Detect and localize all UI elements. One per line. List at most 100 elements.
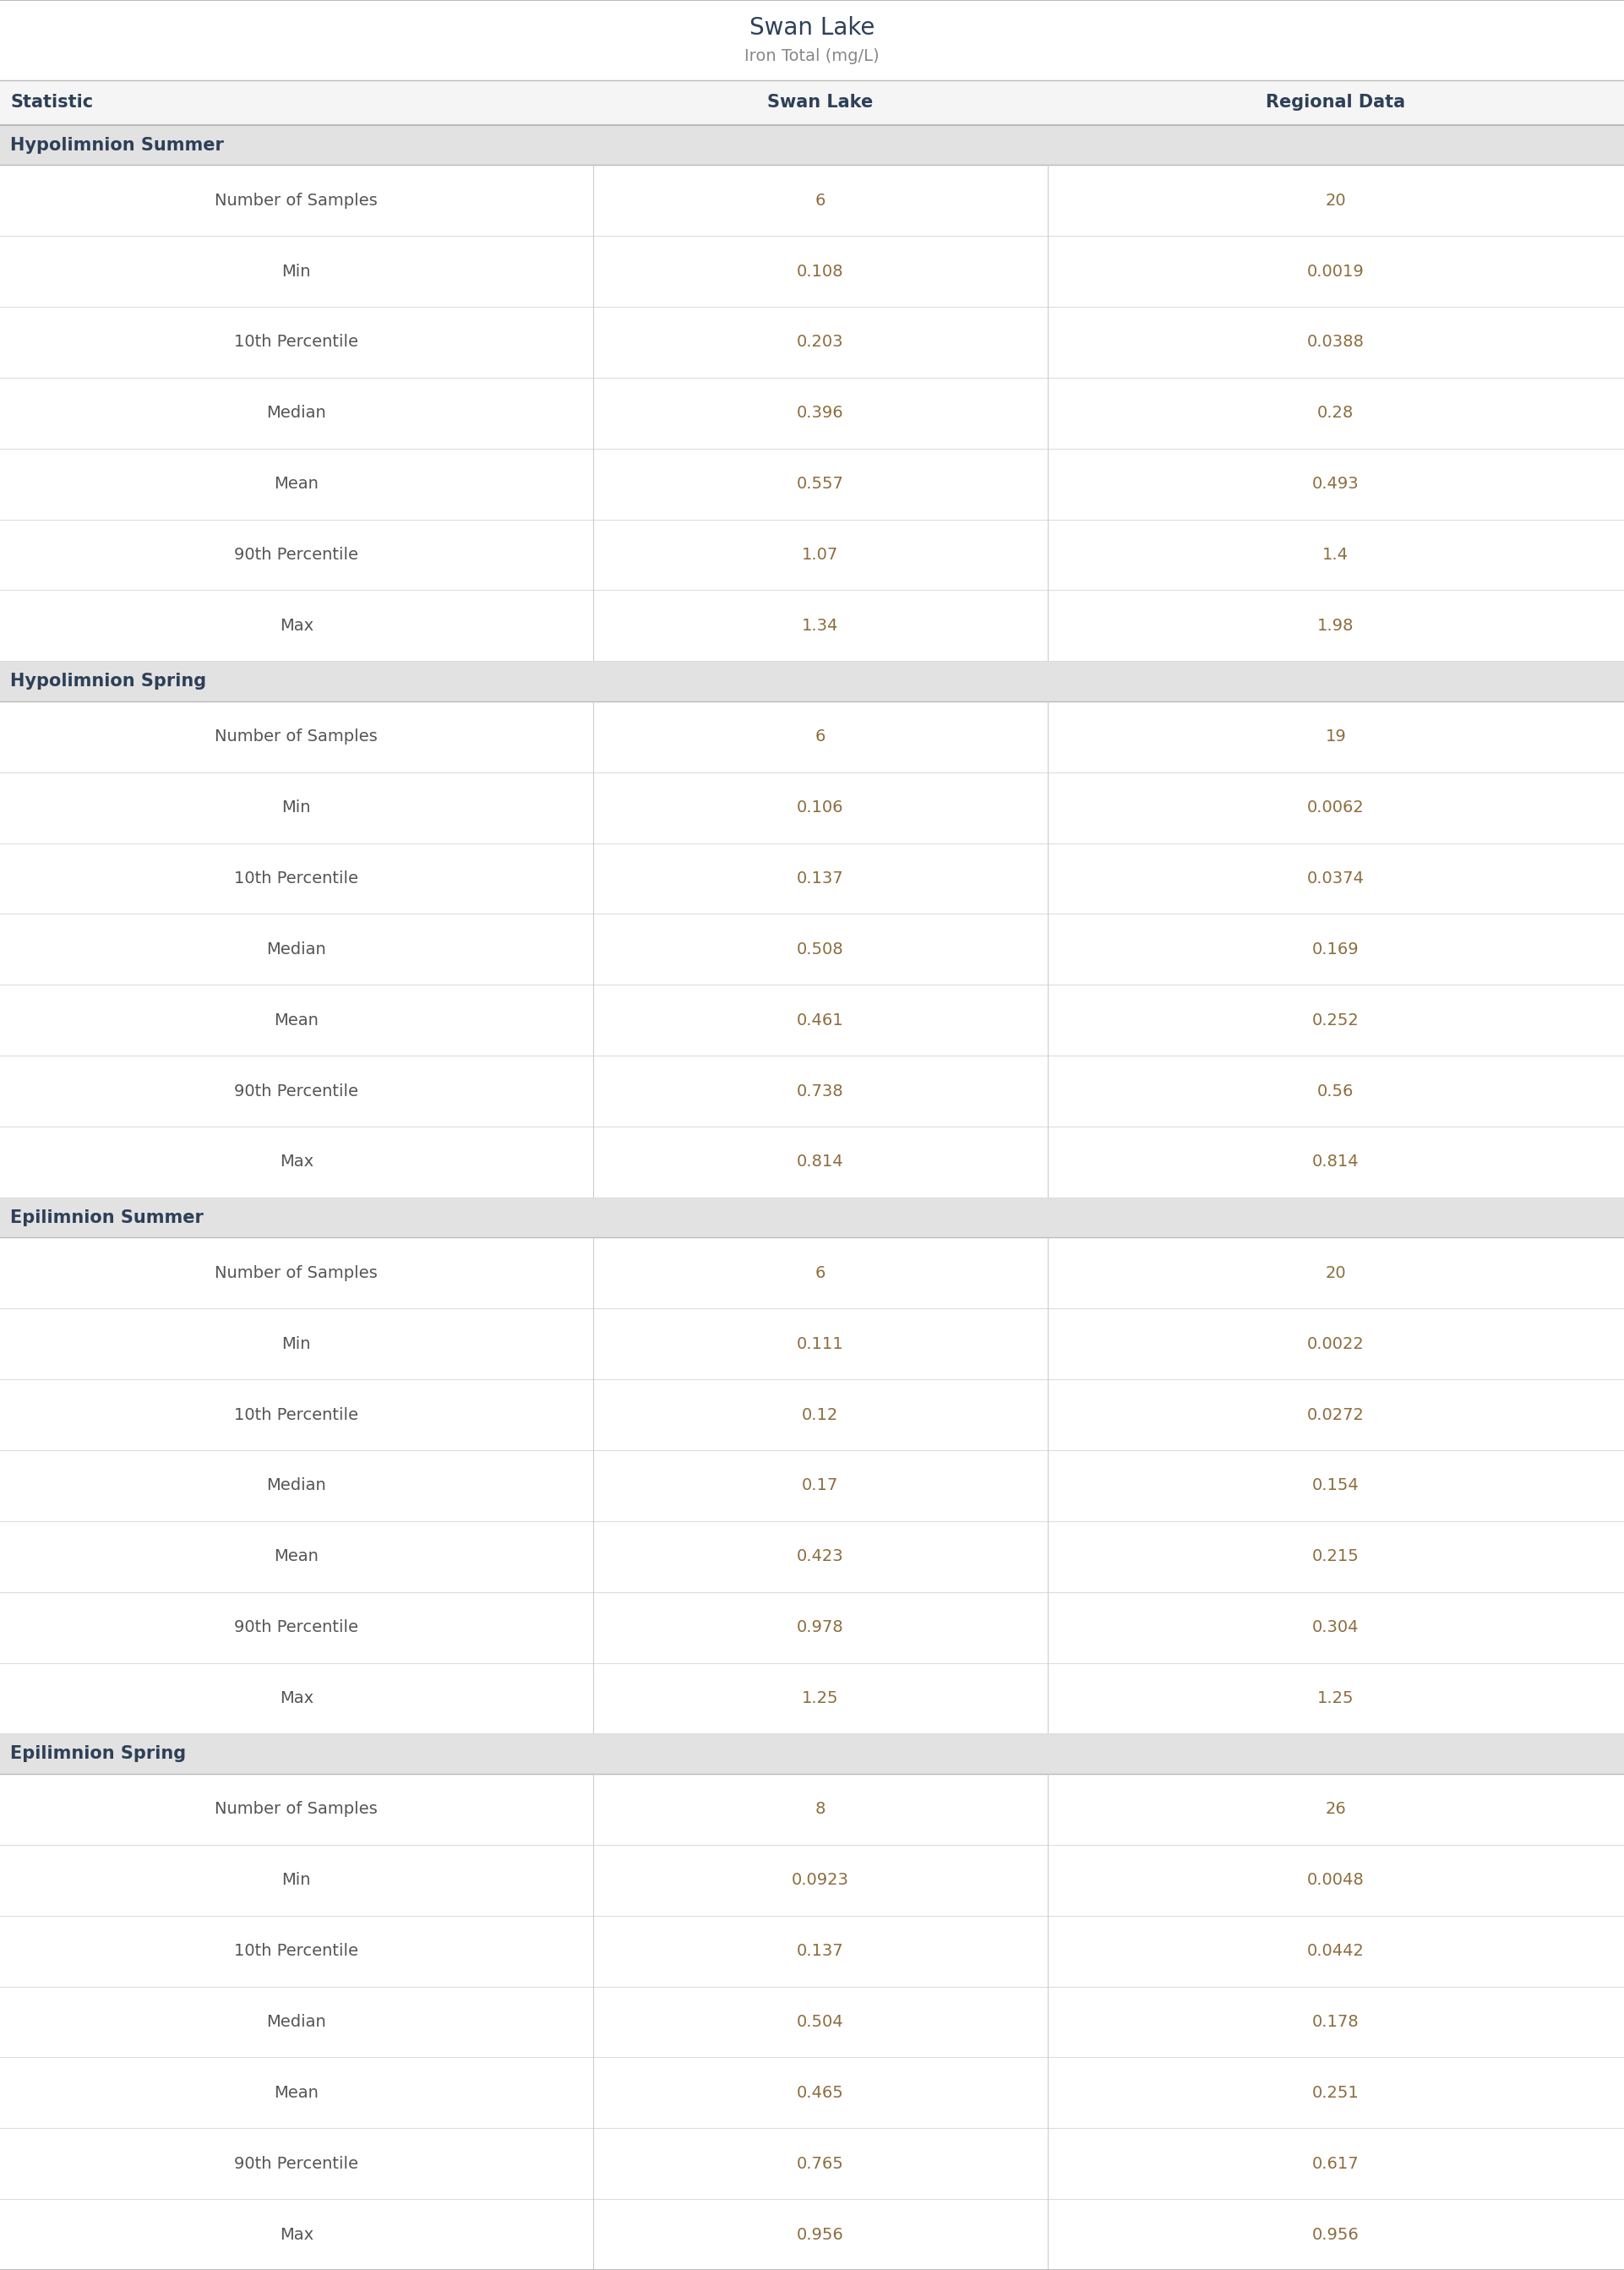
- Text: 20: 20: [1325, 193, 1346, 209]
- Text: 0.978: 0.978: [797, 1619, 843, 1634]
- Text: Min: Min: [283, 799, 310, 815]
- Text: 0.28: 0.28: [1317, 404, 1354, 422]
- Text: Max: Max: [279, 2227, 313, 2243]
- Text: 0.169: 0.169: [1312, 942, 1359, 958]
- Bar: [0, 2057, 1624, 2129]
- Text: 10th Percentile: 10th Percentile: [234, 1407, 359, 1423]
- Bar: [0, 1846, 1624, 1916]
- Text: 0.0272: 0.0272: [1307, 1407, 1364, 1423]
- Text: 0.178: 0.178: [1312, 2013, 1359, 2029]
- Bar: [0, 1380, 1624, 1451]
- Text: 0.617: 0.617: [1312, 2156, 1359, 2172]
- Text: 19: 19: [1325, 729, 1346, 745]
- Text: 6: 6: [815, 729, 825, 745]
- Text: Epilimnion Summer: Epilimnion Summer: [10, 1210, 203, 1226]
- Text: Median: Median: [266, 404, 326, 422]
- Bar: [0, 1734, 1624, 1773]
- Bar: [0, 1308, 1624, 1380]
- Bar: [0, 661, 1624, 701]
- Text: 6: 6: [815, 193, 825, 209]
- Text: 0.493: 0.493: [1312, 477, 1359, 493]
- Bar: [0, 2129, 1624, 2200]
- Text: 0.17: 0.17: [802, 1478, 838, 1494]
- Text: 1.25: 1.25: [1317, 1691, 1354, 1707]
- Bar: [0, 1916, 1624, 1986]
- Text: Statistic: Statistic: [10, 95, 93, 111]
- Bar: [0, 520, 1624, 590]
- Text: 90th Percentile: 90th Percentile: [234, 2156, 359, 2172]
- Bar: [0, 772, 1624, 842]
- Text: 0.56: 0.56: [1317, 1083, 1354, 1099]
- Text: Mean: Mean: [274, 2084, 318, 2100]
- Bar: [0, 701, 1624, 772]
- Text: Hypolimnion Summer: Hypolimnion Summer: [10, 136, 224, 154]
- Text: 0.814: 0.814: [1312, 1153, 1359, 1169]
- Text: Iron Total (mg/L): Iron Total (mg/L): [744, 48, 880, 64]
- Text: 10th Percentile: 10th Percentile: [234, 1943, 359, 1959]
- Bar: [0, 590, 1624, 661]
- Text: 0.465: 0.465: [796, 2084, 844, 2100]
- Text: 0.956: 0.956: [1312, 2227, 1359, 2243]
- Text: 1.07: 1.07: [802, 547, 838, 563]
- Text: 0.108: 0.108: [797, 263, 843, 279]
- Bar: [0, 1591, 1624, 1664]
- Text: 0.154: 0.154: [1312, 1478, 1359, 1494]
- Bar: [0, 1056, 1624, 1126]
- Text: Max: Max: [279, 1153, 313, 1169]
- Text: 0.111: 0.111: [797, 1337, 843, 1353]
- Text: 0.252: 0.252: [1312, 1012, 1359, 1028]
- Text: 0.461: 0.461: [797, 1012, 843, 1028]
- Text: 1.4: 1.4: [1322, 547, 1350, 563]
- Text: 0.106: 0.106: [797, 799, 843, 815]
- Text: 0.504: 0.504: [797, 2013, 843, 2029]
- Text: 0.0048: 0.0048: [1307, 1873, 1364, 1889]
- Text: Regional Data: Regional Data: [1267, 95, 1405, 111]
- Text: 0.215: 0.215: [1312, 1548, 1359, 1564]
- Text: 0.12: 0.12: [802, 1407, 838, 1423]
- Text: 0.0442: 0.0442: [1307, 1943, 1364, 1959]
- Text: 0.137: 0.137: [797, 869, 843, 888]
- Bar: [0, 1196, 1624, 1237]
- Text: 0.508: 0.508: [797, 942, 843, 958]
- Text: Median: Median: [266, 1478, 326, 1494]
- Text: Epilimnion Spring: Epilimnion Spring: [10, 1746, 187, 1762]
- Bar: [0, 1773, 1624, 1846]
- Bar: [0, 79, 1624, 125]
- Text: 0.765: 0.765: [796, 2156, 844, 2172]
- Bar: [0, 1126, 1624, 1196]
- Bar: [0, 449, 1624, 520]
- Text: Median: Median: [266, 942, 326, 958]
- Text: Min: Min: [283, 263, 310, 279]
- Bar: [0, 306, 1624, 377]
- Text: 0.738: 0.738: [797, 1083, 843, 1099]
- Text: 90th Percentile: 90th Percentile: [234, 1619, 359, 1634]
- Text: 0.0923: 0.0923: [791, 1873, 849, 1889]
- Text: 0.814: 0.814: [797, 1153, 843, 1169]
- Text: Number of Samples: Number of Samples: [214, 1264, 378, 1280]
- Text: Mean: Mean: [274, 1548, 318, 1564]
- Text: Number of Samples: Number of Samples: [214, 193, 378, 209]
- Text: Min: Min: [283, 1873, 310, 1889]
- Text: Number of Samples: Number of Samples: [214, 1802, 378, 1818]
- Text: Median: Median: [266, 2013, 326, 2029]
- Text: 20: 20: [1325, 1264, 1346, 1280]
- Text: 6: 6: [815, 1264, 825, 1280]
- Text: 90th Percentile: 90th Percentile: [234, 547, 359, 563]
- Bar: [0, 1237, 1624, 1308]
- Text: 90th Percentile: 90th Percentile: [234, 1083, 359, 1099]
- Text: Min: Min: [283, 1337, 310, 1353]
- Text: Max: Max: [279, 617, 313, 633]
- Bar: [0, 1521, 1624, 1591]
- Text: 0.956: 0.956: [796, 2227, 844, 2243]
- Bar: [0, 985, 1624, 1056]
- Bar: [0, 0, 1624, 79]
- Text: 10th Percentile: 10th Percentile: [234, 334, 359, 350]
- Text: Mean: Mean: [274, 1012, 318, 1028]
- Text: Swan Lake: Swan Lake: [749, 16, 875, 41]
- Bar: [0, 1664, 1624, 1734]
- Text: 0.137: 0.137: [797, 1943, 843, 1959]
- Text: 1.25: 1.25: [802, 1691, 838, 1707]
- Text: 0.0019: 0.0019: [1307, 263, 1364, 279]
- Text: Mean: Mean: [274, 477, 318, 493]
- Bar: [0, 1451, 1624, 1521]
